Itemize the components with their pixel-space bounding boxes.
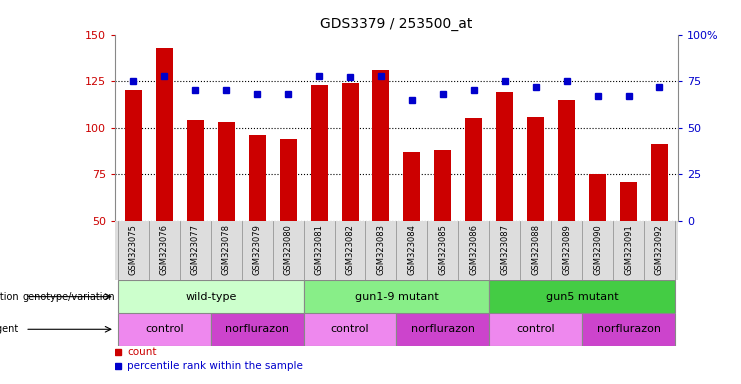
Bar (582, 313, 675, 346)
Text: GSM323077: GSM323077 (190, 224, 200, 275)
Text: GSM323088: GSM323088 (531, 224, 540, 275)
Bar (156, 48, 173, 221)
Text: gun5 mutant: gun5 mutant (546, 291, 619, 302)
Bar (558, 100, 575, 221)
Text: GSM323084: GSM323084 (408, 224, 416, 275)
Bar (118, 280, 304, 313)
Bar (218, 122, 235, 221)
Text: control: control (330, 324, 369, 334)
Text: GSM323090: GSM323090 (593, 224, 602, 275)
Text: genotype/variation: genotype/variation (0, 291, 19, 302)
Bar (125, 91, 142, 221)
Text: GSM323078: GSM323078 (222, 224, 230, 275)
Bar (489, 280, 675, 313)
Text: GSM323082: GSM323082 (345, 224, 354, 275)
Text: GSM323076: GSM323076 (160, 224, 169, 275)
Bar (589, 174, 606, 221)
Bar (310, 85, 328, 221)
Bar (489, 313, 582, 346)
Bar (434, 150, 451, 221)
Text: GSM323087: GSM323087 (500, 224, 509, 275)
Bar (304, 280, 489, 313)
Text: control: control (145, 324, 184, 334)
Text: gun1-9 mutant: gun1-9 mutant (354, 291, 439, 302)
Bar (373, 70, 390, 221)
Text: norflurazon: norflurazon (411, 324, 475, 334)
Bar (187, 120, 204, 221)
Bar (651, 144, 668, 221)
Bar (396, 313, 489, 346)
Text: norflurazon: norflurazon (597, 324, 660, 334)
Text: GSM323075: GSM323075 (129, 224, 138, 275)
Bar (304, 313, 396, 346)
Text: GSM323080: GSM323080 (284, 224, 293, 275)
Title: GDS3379 / 253500_at: GDS3379 / 253500_at (320, 17, 473, 31)
Bar (210, 313, 304, 346)
Text: percentile rank within the sample: percentile rank within the sample (127, 361, 303, 371)
Bar (496, 92, 514, 221)
Bar (527, 116, 544, 221)
Text: wild-type: wild-type (185, 291, 236, 302)
Bar (249, 135, 266, 221)
Text: GSM323086: GSM323086 (469, 224, 478, 275)
Text: agent: agent (0, 324, 19, 334)
Text: count: count (127, 347, 157, 358)
Text: GSM323083: GSM323083 (376, 224, 385, 275)
Text: GSM323092: GSM323092 (655, 224, 664, 275)
Bar (118, 313, 210, 346)
Text: GSM323085: GSM323085 (439, 224, 448, 275)
Bar (279, 139, 296, 221)
Bar (465, 118, 482, 221)
Text: GSM323091: GSM323091 (624, 224, 633, 275)
Text: control: control (516, 324, 555, 334)
Bar (620, 182, 637, 221)
Bar (403, 152, 420, 221)
Text: GSM323079: GSM323079 (253, 224, 262, 275)
Bar (342, 83, 359, 221)
Text: GSM323081: GSM323081 (315, 224, 324, 275)
Text: genotype/variation: genotype/variation (22, 291, 115, 302)
Text: GSM323089: GSM323089 (562, 224, 571, 275)
Text: norflurazon: norflurazon (225, 324, 289, 334)
